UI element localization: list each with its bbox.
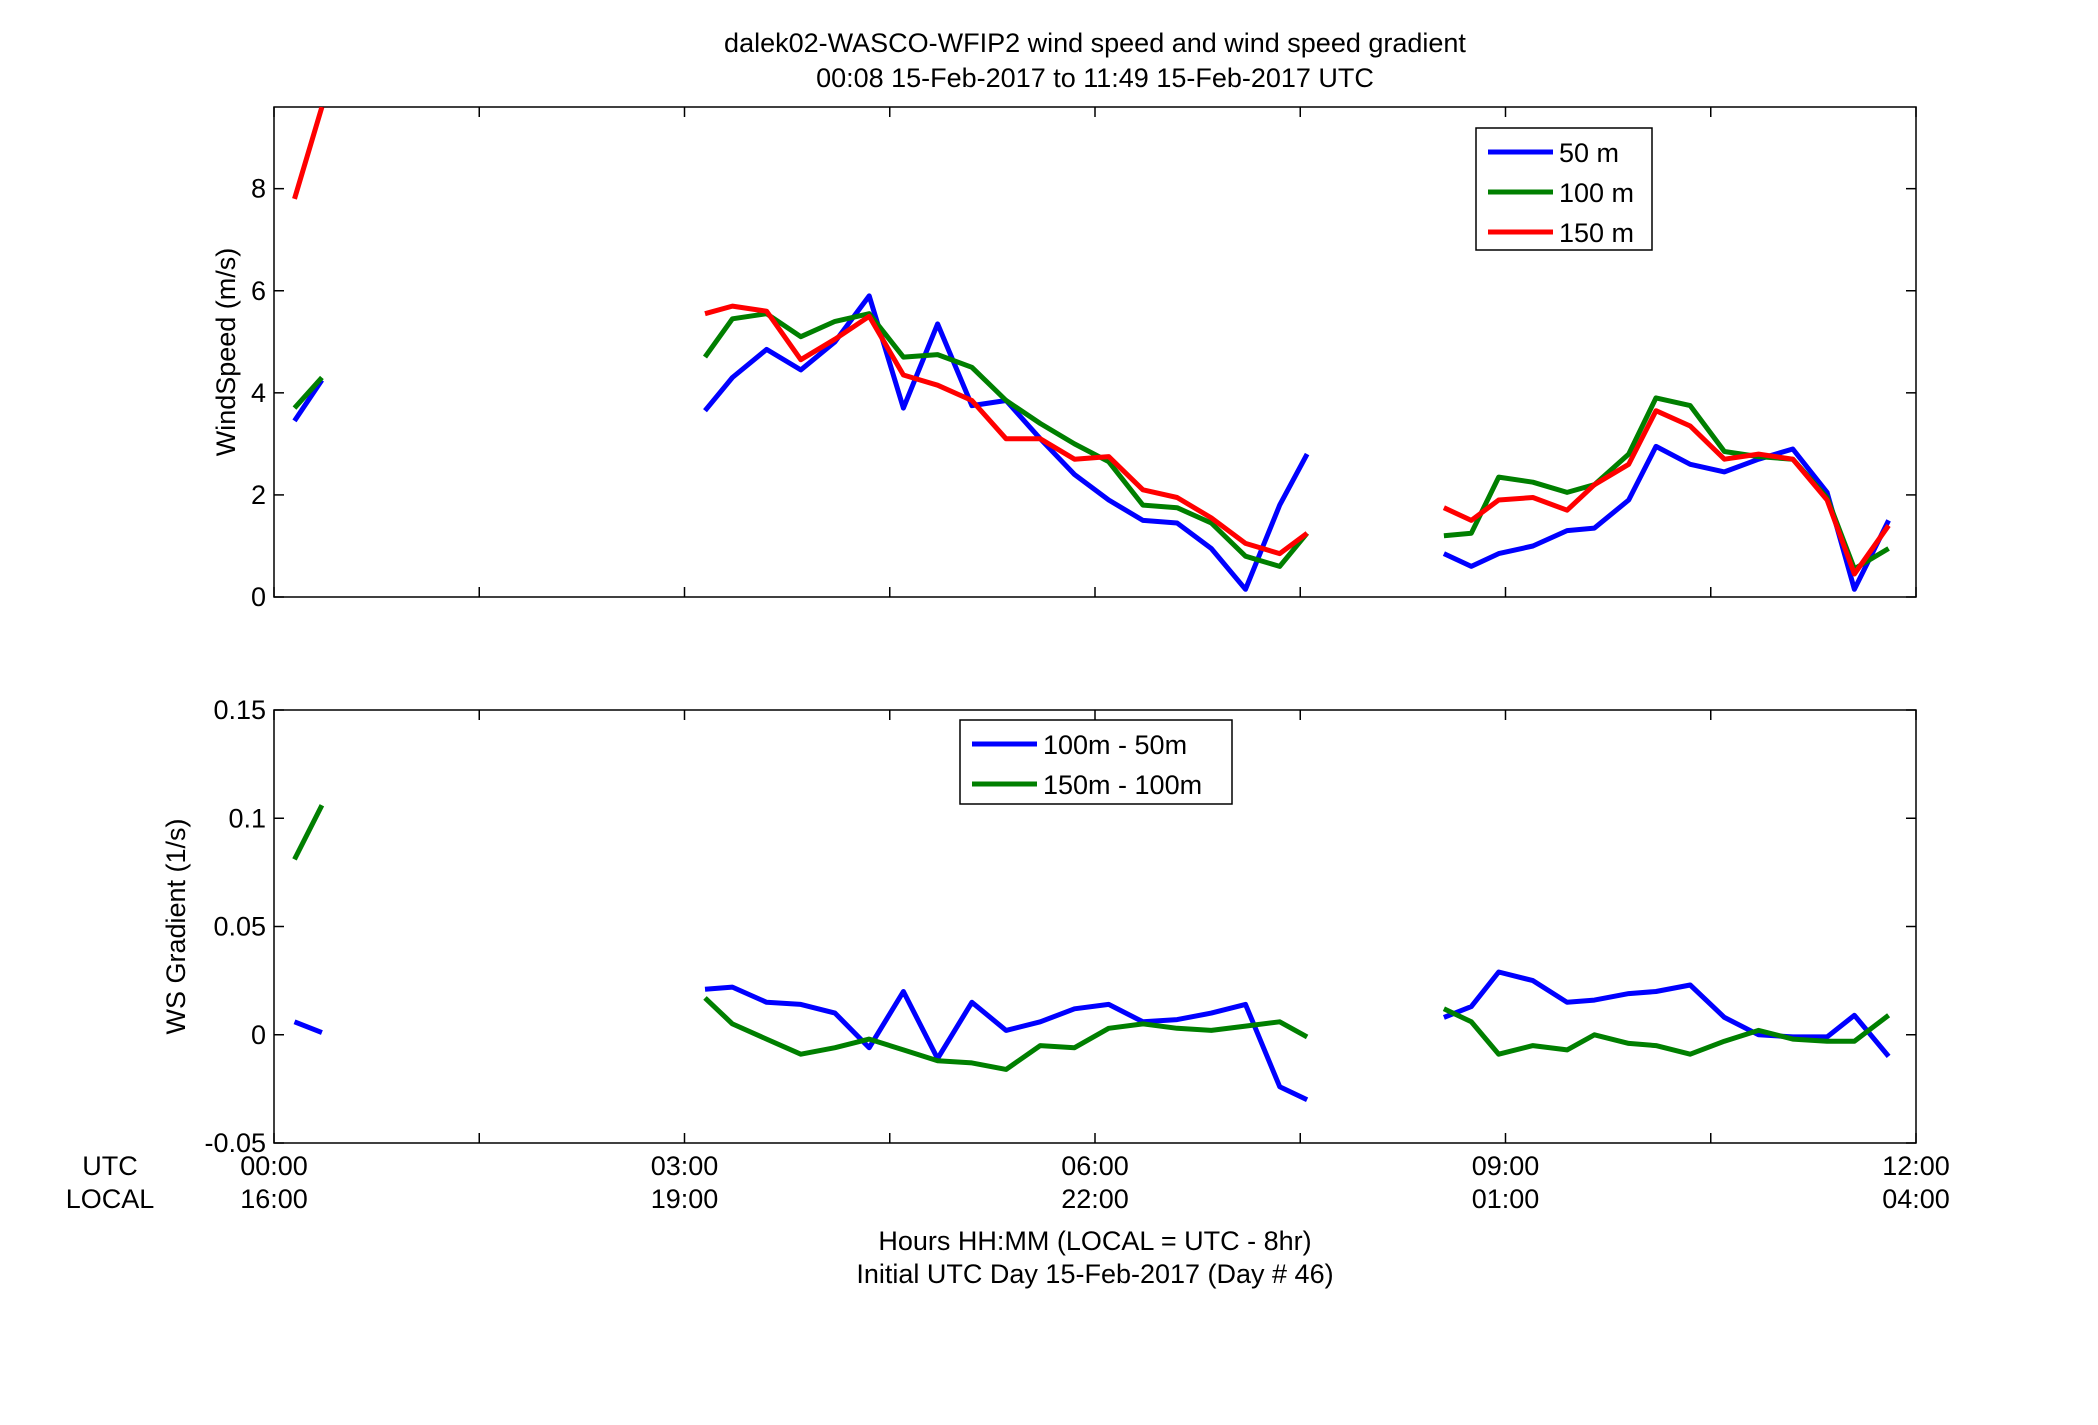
local-tick-label: 04:00 (1882, 1184, 1950, 1214)
chart-subtitle: 00:08 15-Feb-2017 to 11:49 15-Feb-2017 U… (816, 63, 1374, 93)
local-row-label: LOCAL (66, 1184, 155, 1214)
legend-entry: 50 m (1559, 138, 1619, 168)
y-tick-label: 0.05 (213, 912, 266, 942)
series-line (293, 969, 1891, 1102)
y-tick-label: 4 (251, 378, 266, 408)
y-tick-label: 0.1 (228, 803, 266, 833)
legend-entry: 100 m (1559, 178, 1634, 208)
y-axis-label: WS Gradient (1/s) (161, 818, 191, 1034)
local-tick-label: 16:00 (240, 1184, 308, 1214)
gradient-panel: -0.05 0 0.05 0.1 0.15 WS Gradient (1/s) 100m -… (161, 695, 1917, 1158)
windspeed-panel: 0 2 4 6 8 WindSpeed (m/s) 50 m 100 m 150 m (211, 106, 1917, 612)
plot-area (273, 106, 1917, 598)
chart-title: dalek02-WASCO-WFIP2 wind speed and wind … (724, 28, 1466, 58)
utc-tick-label: 12:00 (1882, 1151, 1950, 1181)
y-tick-label: -0.05 (204, 1128, 266, 1158)
y-tick-label: 2 (251, 480, 266, 510)
local-tick-label: 19:00 (651, 1184, 719, 1214)
x-axis-label-day: Initial UTC Day 15-Feb-2017 (Day # 46) (856, 1259, 1333, 1289)
utc-tick-label: 00:00 (240, 1151, 308, 1181)
y-tick-label: 8 (251, 174, 266, 204)
series-line (292, 804, 1891, 1072)
local-tick-label: 22:00 (1061, 1184, 1129, 1214)
legend (959, 719, 1233, 805)
local-tick-label: 01:00 (1472, 1184, 1540, 1214)
utc-tick-label: 03:00 (651, 1151, 719, 1181)
legend-entry: 150m - 100m (1043, 770, 1202, 800)
legend-entry: 100m - 50m (1043, 730, 1187, 760)
legend-entry: 150 m (1559, 218, 1634, 248)
y-axis-label: WindSpeed (m/s) (211, 248, 241, 457)
series-line (292, 107, 1891, 577)
utc-tick-label: 09:00 (1472, 1151, 1540, 1181)
y-tick-label: 0 (251, 1020, 266, 1050)
utc-row-label: UTC (82, 1151, 138, 1181)
y-tick-label: 6 (251, 276, 266, 306)
y-tick-label: 0 (251, 582, 266, 612)
x-axis-label: Hours HH:MM (LOCAL = UTC - 8hr) (878, 1226, 1311, 1256)
utc-tick-label: 06:00 (1061, 1151, 1129, 1181)
y-tick-label: 0.15 (213, 695, 266, 725)
